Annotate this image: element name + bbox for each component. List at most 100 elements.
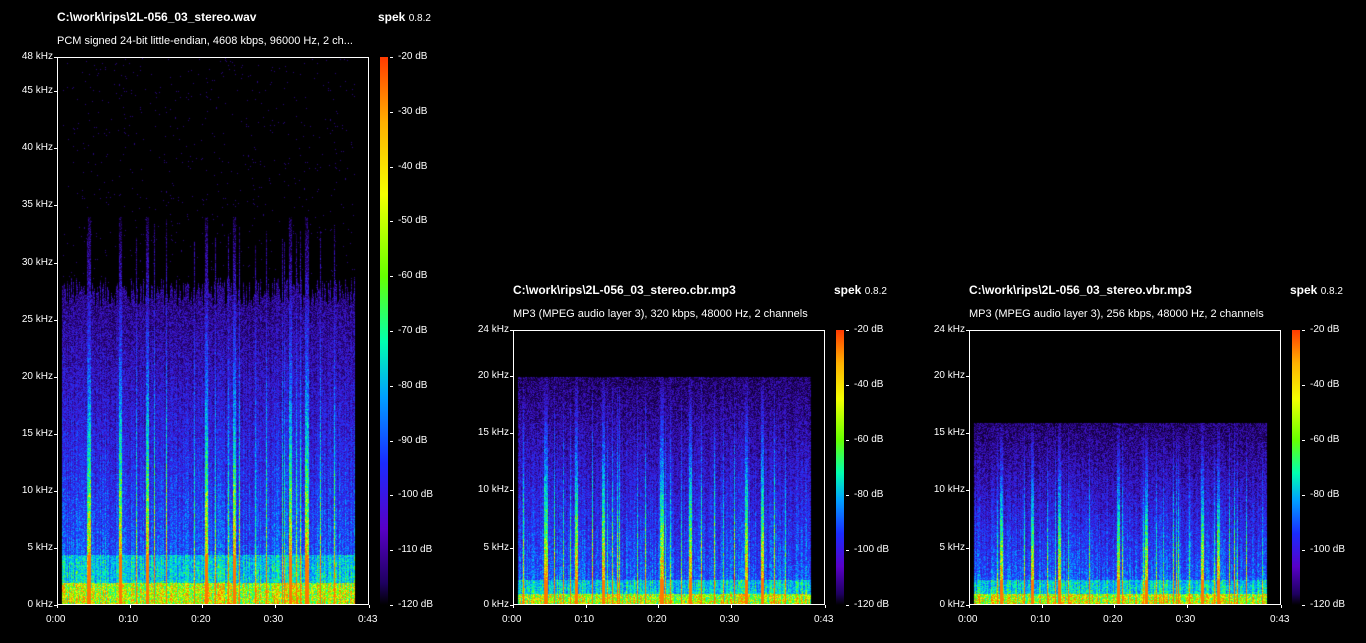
db-tick-mark xyxy=(390,605,393,606)
freq-tick-label: 20 kHz xyxy=(21,370,53,382)
db-tick-label: -80 dB xyxy=(1310,489,1340,500)
db-tick-label: -120 dB xyxy=(398,599,434,610)
time-tick-label: 0:00 xyxy=(958,614,978,625)
spectrogram-plot[interactable] xyxy=(513,330,825,605)
db-tick-mark xyxy=(846,440,849,441)
spectrogram-plot[interactable] xyxy=(969,330,1281,605)
time-tick-mark xyxy=(129,605,131,608)
db-color-legend xyxy=(836,330,844,605)
freq-tick-label: 24 kHz xyxy=(933,324,965,335)
freq-tick-label: 0 kHz xyxy=(483,599,509,610)
freq-tick-label: 5 kHz xyxy=(939,541,965,553)
freq-tick-label: 35 kHz xyxy=(21,199,53,211)
file-path: C:\work\rips\2L-056_03_stereo.wav xyxy=(57,10,257,24)
time-tick-label: 0:00 xyxy=(46,614,66,625)
spectrogram-image xyxy=(58,58,368,604)
spectrogram-image xyxy=(514,331,824,604)
time-tick-label: 0:43 xyxy=(1270,614,1290,625)
freq-tick-label: 5 kHz xyxy=(27,541,53,553)
freq-tick-label: 48 kHz xyxy=(21,51,53,62)
freq-tick-mark xyxy=(966,375,969,377)
freq-tick-label: 5 kHz xyxy=(483,541,509,553)
freq-tick-label: 25 kHz xyxy=(21,313,53,325)
freq-tick-mark xyxy=(966,490,969,492)
db-tick-mark xyxy=(846,385,849,386)
app-name: spek xyxy=(834,283,862,297)
time-tick-label: 0:10 xyxy=(574,614,595,625)
file-info: MP3 (MPEG audio layer 3), 256 kbps, 4800… xyxy=(969,308,1264,320)
db-tick-label: -90 dB xyxy=(398,434,428,446)
time-tick-mark xyxy=(1041,605,1043,608)
app-brand: spek 0.8.2 xyxy=(378,10,431,24)
freq-tick-mark xyxy=(510,605,513,606)
db-tick-mark xyxy=(390,440,393,442)
time-tick-mark xyxy=(1114,605,1116,608)
spectrogram-plot[interactable] xyxy=(57,57,369,605)
db-tick-label: -40 dB xyxy=(854,379,884,390)
time-tick-mark xyxy=(1186,605,1188,608)
freq-tick-mark xyxy=(966,547,969,549)
db-tick-mark xyxy=(390,550,393,552)
db-tick-label: -100 dB xyxy=(1310,544,1346,555)
db-tick-mark xyxy=(846,550,849,551)
app-brand: spek 0.8.2 xyxy=(1290,283,1343,297)
freq-tick-mark xyxy=(54,57,57,58)
freq-tick-mark xyxy=(54,376,57,378)
db-tick-label: -30 dB xyxy=(398,105,428,117)
freq-tick-mark xyxy=(510,490,513,492)
db-tick-label: -80 dB xyxy=(398,379,428,391)
time-tick-mark xyxy=(969,605,970,608)
db-tick-label: -60 dB xyxy=(1310,434,1340,445)
freq-tick-label: 40 kHz xyxy=(21,142,53,154)
db-tick-label: -110 dB xyxy=(398,544,433,556)
time-tick-mark xyxy=(658,605,660,608)
time-tick-mark xyxy=(274,605,276,608)
db-tick-label: -60 dB xyxy=(854,434,884,445)
freq-tick-label: 0 kHz xyxy=(27,599,53,610)
app-name: spek xyxy=(378,10,406,24)
file-info: MP3 (MPEG audio layer 3), 320 kbps, 4800… xyxy=(513,308,808,320)
freq-tick-mark xyxy=(966,433,969,435)
db-tick-mark xyxy=(1302,385,1305,386)
freq-tick-mark xyxy=(966,330,969,331)
db-tick-label: -100 dB xyxy=(854,544,890,555)
time-tick-label: 0:30 xyxy=(719,614,740,625)
freq-tick-mark xyxy=(510,547,513,549)
time-tick-mark xyxy=(513,605,514,608)
freq-tick-mark xyxy=(54,262,57,264)
freq-tick-label: 20 kHz xyxy=(477,369,509,381)
db-color-legend xyxy=(380,57,388,605)
time-tick-label: 0:20 xyxy=(647,614,667,625)
time-tick-label: 0:30 xyxy=(1175,614,1196,625)
freq-tick-mark xyxy=(510,375,513,377)
db-tick-mark xyxy=(390,276,393,278)
freq-tick-label: 0 kHz xyxy=(939,599,965,610)
db-tick-label: -120 dB xyxy=(854,599,890,610)
db-tick-mark xyxy=(390,331,393,332)
freq-tick-mark xyxy=(54,490,57,492)
time-tick-label: 0:30 xyxy=(263,614,284,625)
app-version: 0.8.2 xyxy=(864,286,887,297)
freq-tick-label: 10 kHz xyxy=(933,484,965,496)
file-path: C:\work\rips\2L-056_03_stereo.cbr.mp3 xyxy=(513,283,736,297)
db-tick-mark xyxy=(846,495,849,496)
db-tick-mark xyxy=(390,57,393,58)
freq-tick-label: 45 kHz xyxy=(21,85,53,97)
freq-tick-label: 15 kHz xyxy=(477,427,509,439)
freq-tick-mark xyxy=(54,605,57,606)
db-tick-mark xyxy=(390,495,393,497)
time-tick-mark xyxy=(730,605,732,608)
time-tick-label: 0:10 xyxy=(118,614,139,625)
db-tick-mark xyxy=(1302,495,1305,496)
time-tick-mark xyxy=(1281,605,1282,608)
db-tick-label: -20 dB xyxy=(1310,324,1340,335)
file-info: PCM signed 24-bit little-endian, 4608 kb… xyxy=(57,35,353,47)
db-tick-mark xyxy=(1302,440,1305,441)
db-tick-mark xyxy=(390,111,393,113)
freq-tick-mark xyxy=(54,91,57,93)
freq-tick-label: 15 kHz xyxy=(21,427,53,439)
freq-tick-mark xyxy=(510,433,513,435)
time-tick-label: 0:43 xyxy=(358,614,378,625)
spectrogram-image xyxy=(970,331,1280,604)
time-tick-label: 0:43 xyxy=(814,614,834,625)
